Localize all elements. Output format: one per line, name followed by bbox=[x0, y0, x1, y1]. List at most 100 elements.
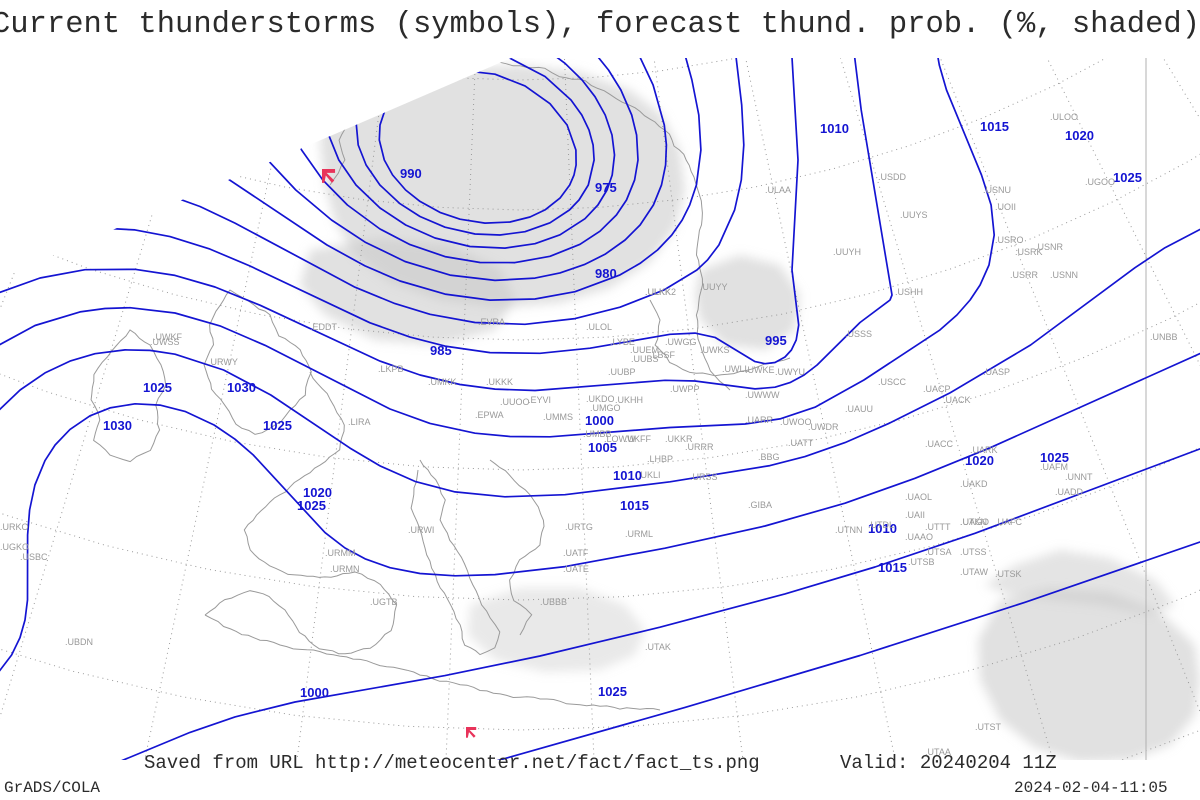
svg-text:985: 985 bbox=[430, 343, 452, 358]
svg-text:.UWPP: .UWPP bbox=[670, 384, 700, 394]
svg-text:.UATT: .UATT bbox=[788, 438, 814, 448]
svg-text:.UGOO: .UGOO bbox=[1085, 177, 1115, 187]
svg-text:.USDD: .USDD bbox=[878, 172, 907, 182]
svg-text:.UTSA: .UTSA bbox=[925, 547, 952, 557]
svg-text:.UGKO: .UGKO bbox=[0, 542, 29, 552]
svg-text:.UBBB: .UBBB bbox=[540, 597, 567, 607]
svg-text:1020: 1020 bbox=[965, 453, 994, 468]
svg-text:980: 980 bbox=[595, 266, 617, 281]
svg-text:.UACK: .UACK bbox=[943, 395, 971, 405]
svg-text:.UGTB: .UGTB bbox=[370, 597, 398, 607]
svg-text:.UWLL: .UWLL bbox=[722, 364, 750, 374]
svg-text:.UAUU: .UAUU bbox=[845, 404, 873, 414]
svg-text:.URMN: .URMN bbox=[330, 564, 360, 574]
svg-text:.UKLI: .UKLI bbox=[638, 470, 661, 480]
svg-text:.USRO: .USRO bbox=[995, 235, 1024, 245]
svg-text:.USRR: .USRR bbox=[1010, 270, 1039, 280]
svg-text:1015: 1015 bbox=[878, 560, 907, 575]
svg-text:.UADD: .UADD bbox=[1055, 487, 1084, 497]
svg-text:.UTKN: .UTKN bbox=[960, 517, 987, 527]
svg-text:.USNU: .USNU bbox=[983, 185, 1011, 195]
svg-text:1025: 1025 bbox=[1113, 170, 1142, 185]
svg-text:.USNR: .USNR bbox=[1035, 242, 1064, 252]
svg-text:995: 995 bbox=[765, 333, 787, 348]
svg-text:.LOWW: .LOWW bbox=[604, 434, 636, 444]
svg-text:.UATE: .UATE bbox=[563, 564, 589, 574]
svg-text:.URWY: .URWY bbox=[208, 357, 238, 367]
svg-text:.UTSK: .UTSK bbox=[995, 569, 1022, 579]
svg-text:.ULAA: .ULAA bbox=[765, 185, 791, 195]
svg-text:.USSS: .USSS bbox=[845, 329, 872, 339]
svg-text:990: 990 bbox=[400, 166, 422, 181]
svg-text:.UNBB: .UNBB bbox=[1150, 332, 1178, 342]
svg-text:.UWKF: .UWKF bbox=[153, 332, 182, 342]
svg-text:.UWKS: .UWKS bbox=[700, 345, 730, 355]
svg-text:.LYBE: .LYBE bbox=[610, 337, 635, 347]
svg-text:1015: 1015 bbox=[980, 119, 1009, 134]
svg-text:.UTNN: .UTNN bbox=[835, 525, 863, 535]
svg-text:.URTG: .URTG bbox=[565, 522, 593, 532]
svg-text:.ULOO: .ULOO bbox=[1050, 112, 1078, 122]
svg-text:.UBDN: .UBDN bbox=[65, 637, 93, 647]
svg-text:.URML: .URML bbox=[625, 529, 653, 539]
svg-text:.URSS: .URSS bbox=[690, 472, 718, 482]
svg-text:.LIRA: .LIRA bbox=[348, 417, 371, 427]
svg-text:.USHH: .USHH bbox=[895, 287, 923, 297]
svg-text:.UAII: .UAII bbox=[905, 510, 925, 520]
svg-text:.UWGG: .UWGG bbox=[665, 337, 697, 347]
svg-text:.LBSF: .LBSF bbox=[650, 350, 676, 360]
svg-text:.UWYU: .UWYU bbox=[775, 367, 805, 377]
svg-text:.EVRA: .EVRA bbox=[478, 317, 505, 327]
svg-text:.UTSB: .UTSB bbox=[908, 557, 935, 567]
svg-text:.UASP: .UASP bbox=[983, 367, 1010, 377]
svg-text:.UKKK: .UKKK bbox=[486, 377, 513, 387]
svg-text:1000: 1000 bbox=[585, 413, 614, 428]
svg-text:.URWI: .URWI bbox=[408, 525, 434, 535]
svg-text:.UTTT: .UTTT bbox=[925, 522, 951, 532]
svg-text:1020: 1020 bbox=[1065, 128, 1094, 143]
svg-text:.EDDT: .EDDT bbox=[310, 322, 338, 332]
svg-text:.USCC: .USCC bbox=[878, 377, 907, 387]
svg-text:.UMMS: .UMMS bbox=[543, 412, 573, 422]
svg-text:.UACP: .UACP bbox=[923, 384, 951, 394]
svg-text:.UOII: .UOII bbox=[995, 202, 1016, 212]
svg-text:.UWWW: .UWWW bbox=[745, 390, 780, 400]
svg-text:.USBC: .USBC bbox=[20, 552, 48, 562]
svg-text:.UATF: .UATF bbox=[563, 548, 589, 558]
svg-text:.URRR: .URRR bbox=[685, 442, 714, 452]
svg-text:.UWOO: .UWOO bbox=[780, 417, 812, 427]
svg-text:.UACC: .UACC bbox=[925, 439, 954, 449]
svg-text:.UMKK: .UMKK bbox=[428, 377, 457, 387]
svg-text:.UNNT: .UNNT bbox=[1065, 472, 1093, 482]
svg-text:.UTAK: .UTAK bbox=[645, 642, 671, 652]
svg-text:.UTAW: .UTAW bbox=[960, 567, 988, 577]
svg-text:.LKPB: .LKPB bbox=[378, 364, 404, 374]
svg-text:.UUYH: .UUYH bbox=[833, 247, 861, 257]
svg-text:.UKDO: .UKDO bbox=[586, 394, 615, 404]
svg-text:.ULOL: .ULOL bbox=[586, 322, 612, 332]
svg-text:.LHBP: .LHBP bbox=[647, 454, 673, 464]
svg-text:975: 975 bbox=[595, 180, 617, 195]
svg-text:.UAAO: .UAAO bbox=[905, 532, 933, 542]
svg-text:1000: 1000 bbox=[300, 685, 329, 700]
svg-text:.UTST: .UTST bbox=[975, 722, 1002, 732]
svg-text:.UAFC: .UAFC bbox=[995, 517, 1023, 527]
svg-text:1030: 1030 bbox=[227, 380, 256, 395]
svg-text:.UUYY: .UUYY bbox=[700, 282, 728, 292]
svg-text:.UWDR: .UWDR bbox=[808, 422, 839, 432]
svg-text:.URMM: .URMM bbox=[325, 548, 356, 558]
svg-text:.UAOL: .UAOL bbox=[905, 492, 932, 502]
svg-text:.UAKD: .UAKD bbox=[960, 479, 988, 489]
svg-text:.UKHH: .UKHH bbox=[615, 395, 643, 405]
svg-text:.UARK: .UARK bbox=[970, 445, 998, 455]
svg-text:.ULKK2: .ULKK2 bbox=[645, 287, 676, 297]
svg-text:1025: 1025 bbox=[263, 418, 292, 433]
svg-text:.UARR: .UARR bbox=[745, 415, 774, 425]
svg-text:.URKO: .URKO bbox=[0, 522, 29, 532]
svg-text:.GIBA: .GIBA bbox=[748, 500, 772, 510]
svg-text:.BBG: .BBG bbox=[758, 452, 780, 462]
svg-text:1025: 1025 bbox=[598, 684, 627, 699]
svg-text:1010: 1010 bbox=[820, 121, 849, 136]
svg-text:.EYVI: .EYVI bbox=[528, 395, 551, 405]
svg-text:.UUBP: .UUBP bbox=[608, 367, 636, 377]
